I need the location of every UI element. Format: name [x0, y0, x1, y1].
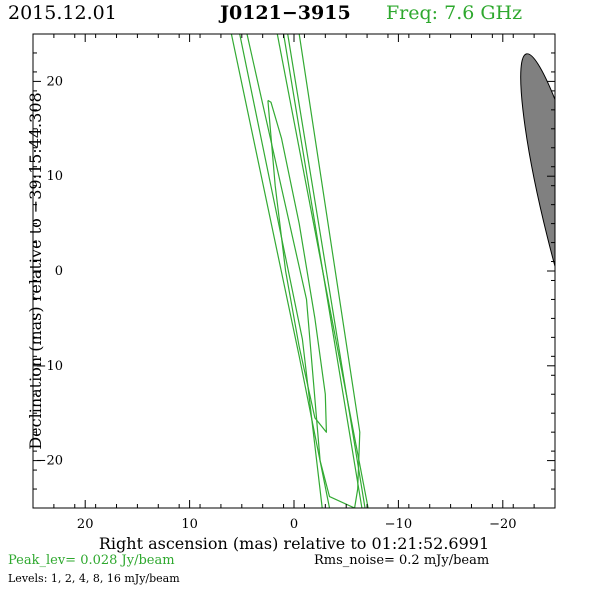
contour-level-2-segment-1: [239, 34, 323, 508]
x-tick-label: 10: [181, 517, 198, 532]
contour-level-4-segment-1: [246, 34, 355, 508]
y-tick-label: 10: [46, 169, 63, 184]
x-tick-label: −20: [489, 517, 516, 532]
y-tick-label: 0: [55, 264, 63, 279]
x-tick-label: 20: [77, 517, 94, 532]
contour-levels: Levels: 1, 2, 4, 8, 16 mJy/beam: [8, 572, 180, 585]
rms-noise: Rms_noise= 0.2 mJy/beam: [314, 553, 490, 568]
y-tick-label: −20: [36, 454, 63, 469]
plot-frame: [32, 33, 556, 509]
beam-ellipse: [520, 53, 555, 410]
contour-layer: [230, 34, 369, 508]
observation-date: 2015.12.01: [8, 2, 117, 24]
contour-level-4-segment-2: [298, 34, 361, 508]
contour-level-1-segment-1: [230, 34, 331, 508]
x-tick-label: −10: [385, 517, 412, 532]
contour-level-8-segment-1: [287, 34, 366, 508]
x-tick-label: 0: [290, 517, 298, 532]
source-name: J0121−3915: [220, 2, 351, 24]
beam-layer: [520, 53, 555, 410]
contour-level-16-segment-1: [267, 99, 327, 433]
frequency-label: Freq: 7.6 GHz: [386, 2, 523, 24]
y-tick-label: −10: [36, 359, 63, 374]
y-axis-title: Declination (mas) relative to −39:15:44.…: [26, 92, 45, 449]
peak-level: Peak_lev= 0.028 Jy/beam: [8, 553, 175, 568]
y-tick-label: 20: [46, 74, 63, 89]
contour-level-2-segment-2: [283, 34, 363, 508]
tick-layer: 20 10 0 −10 −20 20 10 0 −10 −20: [32, 33, 556, 532]
x-axis-title: Right ascension (mas) relative to 01:21:…: [99, 534, 489, 553]
